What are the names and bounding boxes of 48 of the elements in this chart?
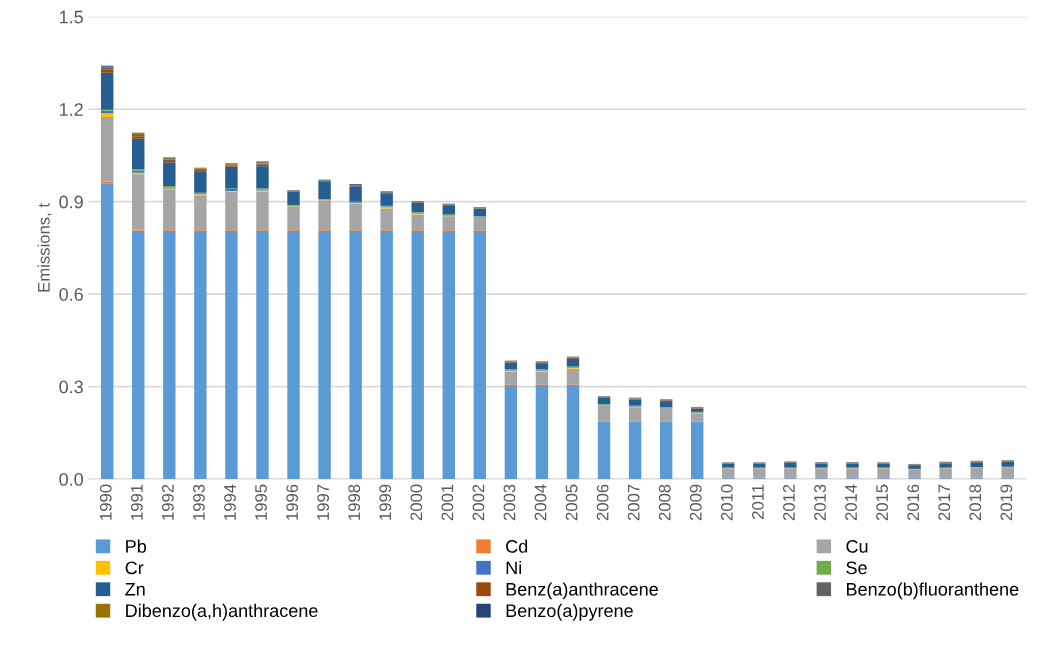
- x-tick-label: 2009: [689, 484, 702, 521]
- x-tick-label: 1995: [255, 484, 267, 520]
- x-tick-label: 2007: [627, 484, 640, 521]
- y-tick-label: 0.6: [59, 288, 83, 301]
- legend-label: Benz(a)anthracene: [506, 582, 658, 600]
- legend-label: Pb: [126, 539, 147, 553]
- x-tick-label: 1996: [286, 484, 298, 520]
- y-tick-label: 0.3: [59, 380, 83, 394]
- x-tick-label: 2012: [783, 484, 795, 521]
- legend-label: Benzo(a)pyrene: [506, 603, 633, 621]
- y-tick-label: 1.5: [59, 10, 83, 24]
- legend-label: Cu: [846, 540, 868, 553]
- x-tick-label: 1990: [99, 484, 112, 520]
- x-tick-label: 1993: [193, 484, 205, 520]
- legend-label: Se: [846, 561, 867, 575]
- x-tick-label: 2002: [472, 484, 485, 521]
- x-tick-label: 1994: [224, 484, 236, 520]
- x-tick-label: 2019: [1000, 484, 1013, 521]
- x-tick-label: 2016: [907, 484, 920, 521]
- x-tick-label: 1998: [348, 484, 361, 520]
- x-tick-label: 2015: [876, 484, 888, 521]
- legend-label: Cr: [125, 561, 144, 575]
- x-tick-label: 2017: [938, 484, 951, 521]
- legend-label: Dibenzo(a,h)anthracene: [126, 603, 318, 621]
- x-tick-label: 2006: [596, 484, 609, 521]
- x-tick-label: 1999: [379, 484, 392, 520]
- x-tick-label: 2000: [410, 484, 423, 521]
- x-tick-label: 2013: [814, 484, 826, 521]
- x-tick-label: 1991: [130, 484, 143, 520]
- x-tick-label: 2018: [969, 484, 982, 521]
- legend-label: Cd: [506, 539, 528, 553]
- x-tick-label: 2008: [658, 484, 671, 521]
- legend-label: Zn: [125, 583, 145, 596]
- x-tick-label: 2004: [534, 484, 547, 521]
- x-tick-label: 2005: [565, 484, 578, 521]
- x-tick-label: 2003: [503, 484, 516, 521]
- x-tick-label: 1992: [161, 484, 174, 520]
- x-tick-label: 2014: [845, 484, 857, 521]
- x-tick-label: 2011: [751, 484, 764, 519]
- x-tick-label: 2001: [441, 484, 454, 521]
- y-tick-label: 0.9: [59, 195, 83, 209]
- y-axis-title: Emissions, t: [37, 203, 52, 292]
- x-tick-label: 1997: [317, 484, 330, 520]
- y-tick-label: 0.0: [59, 472, 84, 486]
- y-tick-label: 1.2: [59, 103, 83, 116]
- legend-label: Benzo(b)fluoranthene: [846, 582, 1019, 600]
- x-tick-label: 2010: [720, 484, 733, 521]
- legend-label: Ni: [506, 560, 521, 575]
